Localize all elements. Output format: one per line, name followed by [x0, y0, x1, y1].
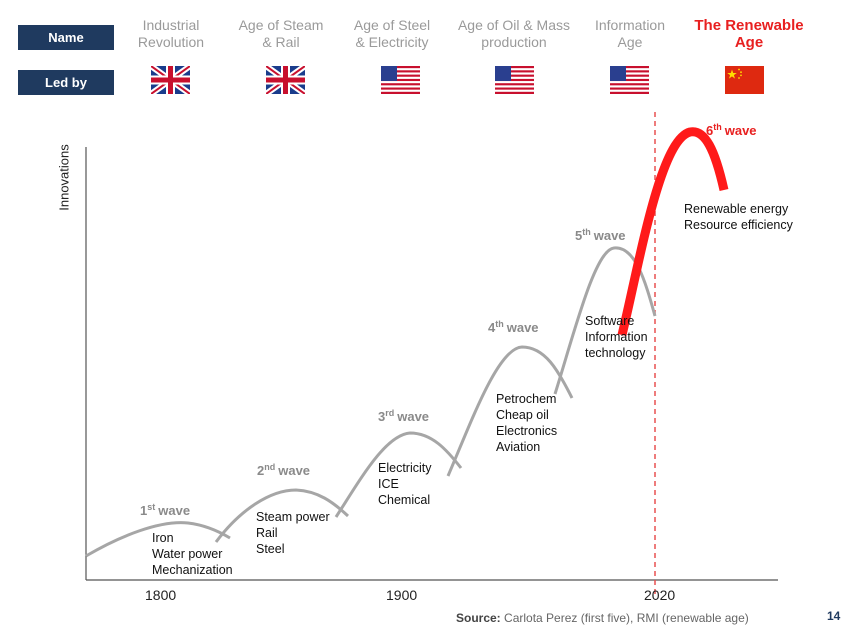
wave-4-curve — [446, 345, 574, 477]
era-name-oil-mass: Age of Oil & Mass production — [457, 17, 571, 50]
wave-5-label: 5th wave — [575, 227, 626, 243]
us-flag-icon — [610, 66, 649, 94]
wave-3-curve — [334, 431, 463, 518]
x-tick-1800: 1800 — [145, 587, 177, 603]
source-note: Source: Carlota Perez (first five), RMI … — [456, 611, 749, 625]
wave-6-curve — [617, 127, 729, 337]
y-axis-label: Innovations — [56, 144, 72, 211]
wave-3-label: 3rd wave — [378, 408, 429, 424]
era-name-steam-rail: Age of Steam & Rail — [238, 17, 324, 50]
wave-4-innovations: Petrochem Cheap oil Electronics Aviation — [496, 392, 558, 454]
page-number: 14 — [827, 609, 841, 623]
us-flag-icon — [495, 66, 534, 94]
us-flag-icon — [381, 66, 420, 94]
wave-3-innovations: Electricity ICE Chemical — [378, 461, 432, 507]
era-name-steel-electricity: Age of Steel & Electricity — [353, 17, 431, 50]
name-row-label: Name — [18, 25, 114, 50]
x-tick-2020: 2020 — [644, 587, 676, 603]
uk-flag-icon — [266, 66, 305, 94]
wave-2-curve — [214, 488, 350, 543]
era-name-information: Information Age — [594, 17, 666, 50]
wave-2-label: 2nd wave — [257, 462, 310, 478]
wave-2-innovations: Steam power Rail Steel — [256, 510, 330, 556]
wave-6-label: 6th wave — [706, 122, 757, 138]
wave-4-label: 4th wave — [488, 319, 539, 335]
wave-1-label: 1st wave — [140, 502, 190, 518]
x-tick-1900: 1900 — [386, 587, 418, 603]
wave-1-curve — [85, 521, 231, 558]
led-by-row-label: Led by — [18, 70, 114, 95]
china-flag-icon — [725, 66, 764, 94]
wave-5-curve — [553, 246, 657, 395]
wave-6-innovations: Renewable energy Resource efficiency — [684, 202, 793, 232]
era-name-renewable: The Renewable Age — [694, 17, 804, 51]
wave-1-innovations: Iron Water power Mechanization — [152, 531, 233, 577]
uk-flag-icon — [151, 66, 190, 94]
wave-5-innovations: Software Information technology — [585, 314, 648, 360]
era-name-industrial: Industrial Revolution — [137, 17, 205, 50]
